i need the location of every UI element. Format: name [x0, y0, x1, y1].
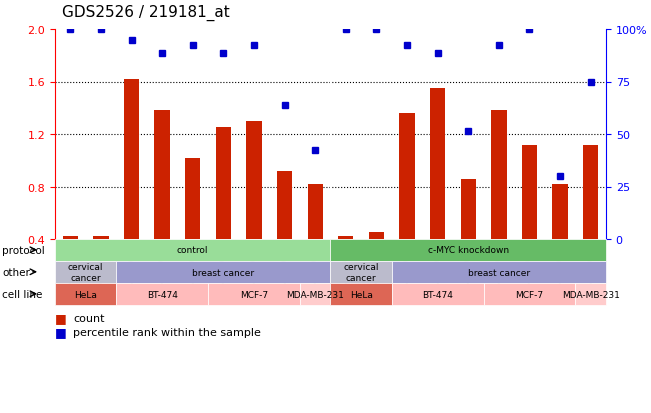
Text: MCF-7: MCF-7	[516, 290, 544, 299]
Text: ■: ■	[55, 326, 67, 339]
Bar	[124, 80, 139, 240]
Bar	[246, 121, 262, 240]
Bar	[492, 111, 506, 240]
Bar	[154, 111, 170, 240]
Text: percentile rank within the sample: percentile rank within the sample	[73, 327, 261, 337]
Text: other: other	[2, 267, 30, 277]
Text: protocol: protocol	[2, 245, 45, 255]
Text: cell line: cell line	[2, 289, 42, 299]
Text: breast cancer: breast cancer	[192, 268, 255, 277]
Bar	[338, 237, 353, 240]
Text: BT-474: BT-474	[422, 290, 453, 299]
Text: HeLa: HeLa	[74, 290, 97, 299]
Text: HeLa: HeLa	[350, 290, 372, 299]
Text: ■: ■	[55, 312, 67, 325]
Text: cervical
cancer: cervical cancer	[68, 263, 104, 282]
Bar	[307, 185, 323, 240]
Bar	[553, 185, 568, 240]
Bar	[583, 145, 598, 240]
Bar	[62, 237, 78, 240]
Bar	[185, 158, 201, 240]
Bar	[277, 171, 292, 240]
Text: count: count	[73, 313, 105, 323]
Text: c-MYC knockdown: c-MYC knockdown	[428, 246, 509, 255]
Text: MDA-MB-231: MDA-MB-231	[562, 290, 620, 299]
Bar	[522, 145, 537, 240]
Text: MDA-MB-231: MDA-MB-231	[286, 290, 344, 299]
Text: BT-474: BT-474	[146, 290, 178, 299]
Text: breast cancer: breast cancer	[468, 268, 530, 277]
Bar	[215, 128, 231, 240]
Bar	[368, 233, 384, 240]
Bar	[461, 179, 476, 240]
Text: GDS2526 / 219181_at: GDS2526 / 219181_at	[61, 5, 229, 21]
Bar	[430, 89, 445, 240]
Bar	[399, 114, 415, 240]
Text: MCF-7: MCF-7	[240, 290, 268, 299]
Text: control: control	[177, 246, 208, 255]
Text: cervical
cancer: cervical cancer	[343, 263, 379, 282]
Bar	[93, 237, 109, 240]
